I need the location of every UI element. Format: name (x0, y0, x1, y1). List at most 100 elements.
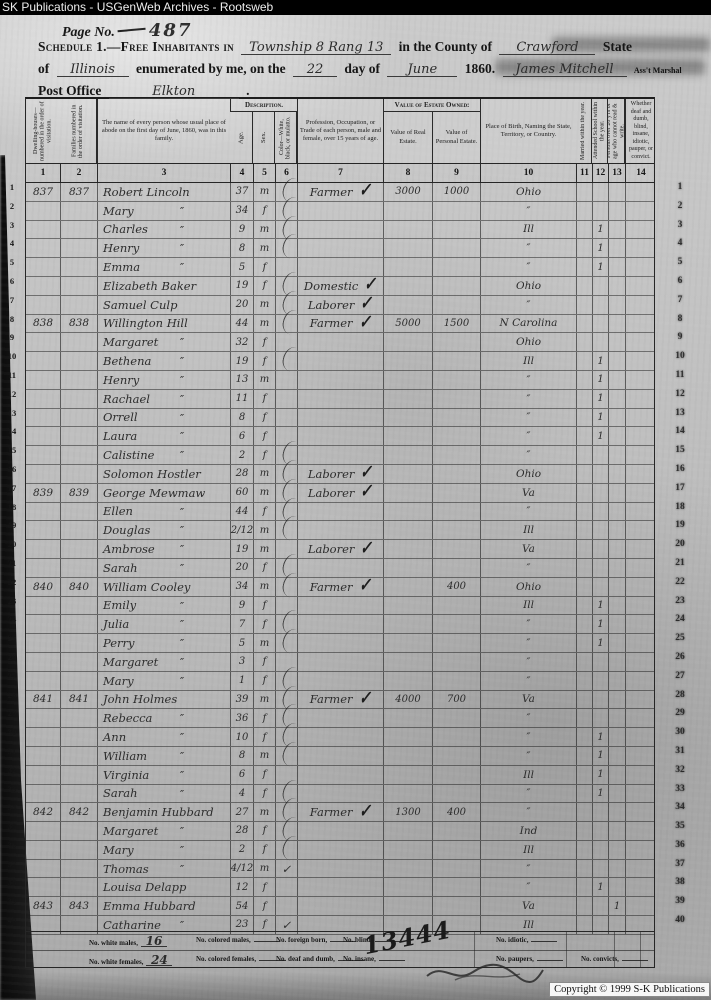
cell-color-mark (275, 822, 297, 840)
row-number: 35 (675, 821, 685, 832)
cell-person-name: George Mewmaw (97, 483, 230, 502)
cell-dwelling-number (26, 785, 60, 803)
cell-real-estate-value (383, 502, 432, 521)
col-num: 11 (576, 164, 592, 182)
cell-occupation (297, 333, 383, 352)
table-row: Calistine ″ 2 f ″ (26, 438, 654, 469)
cell-color-mark: ✓ (275, 916, 297, 934)
cell-birthplace: Va (480, 483, 576, 502)
cell-school-mark (592, 897, 608, 916)
cell-color-mark (275, 615, 297, 634)
cell-occupation (280, 438, 383, 469)
cell-family-number: 843 (60, 897, 97, 916)
cell-birthplace: ″ (480, 634, 576, 652)
cell-age: 23 (230, 916, 253, 934)
cell-real-estate-value (383, 897, 432, 916)
cell-occupation (280, 626, 383, 657)
cell-person-name: Margaret ″ (97, 652, 230, 671)
cell-personal-estate-value (432, 634, 480, 652)
cell-illiterate-mark (608, 521, 625, 540)
table-row: Orrell ″ 8 f ″ 1 (26, 408, 654, 428)
cell-dwelling-number (26, 615, 60, 633)
cell-person-name: Solomon Hostler (97, 464, 230, 483)
cell-remarks (625, 276, 656, 295)
cell-remarks (625, 201, 656, 220)
footer-divider (640, 932, 641, 967)
cell-married-mark (576, 521, 592, 540)
col-num: 12 (592, 164, 608, 182)
group-header-estate: Value of Estate Owned: (383, 99, 480, 112)
table-row: Margaret ″ 3 f ″ (26, 652, 654, 672)
state-entry: Illinois (56, 63, 129, 77)
cell-age: 34 (230, 201, 253, 220)
cell-person-name: Mary ″ (97, 201, 230, 220)
cell-occupation: Farmer ✓ (280, 175, 383, 206)
cell-occupation (280, 833, 383, 864)
cell-person-name: Julia ″ (97, 615, 230, 634)
cell-remarks (625, 333, 656, 352)
cell-personal-estate-value: 1500 (432, 314, 480, 333)
cell-age: 6 (230, 427, 253, 446)
cell-real-estate-value (383, 446, 432, 464)
row-number: 22 (7, 576, 17, 587)
cell-married-mark (576, 352, 592, 370)
cell-sex: f (253, 558, 275, 577)
cell-birthplace: ″ (480, 446, 576, 464)
cell-color-mark (275, 370, 297, 389)
marshal-title: Ass't Marshal (633, 66, 682, 75)
table-row: Solomon Hostler 28 m Laborer ✓ Ohio (26, 457, 654, 488)
col-header-name: The name of every person whose usual pla… (97, 99, 230, 163)
post-office-entry: Elkton (108, 85, 239, 99)
cell-family-number (60, 765, 97, 784)
cell-birthplace: ″ (480, 709, 576, 728)
row-number: 36 (7, 839, 17, 850)
of-label: of (38, 61, 50, 76)
cell-school-mark: 1 (592, 239, 608, 258)
cell-age: 39 (230, 690, 253, 709)
cell-color-mark (275, 389, 297, 408)
cell-dwelling-number: 843 (32, 900, 54, 913)
row-number: 29 (7, 708, 17, 719)
cell-real-estate-value (383, 615, 432, 634)
cell-birthplace: Ohio (480, 333, 576, 352)
row-number: 18 (7, 501, 17, 512)
cell-color-mark (275, 784, 297, 803)
cell-age: 60 (230, 483, 253, 502)
cell-remarks (625, 596, 656, 615)
table-row: Henry ″ 13 m ″ 1 (26, 370, 654, 390)
cell-age: 19 (230, 276, 253, 295)
col-num: 14 (625, 164, 656, 182)
cell-school-mark (592, 314, 608, 333)
row-number: 39 (675, 896, 685, 907)
cell-married-mark (576, 446, 592, 464)
cell-dwelling-number: 839 (32, 486, 54, 499)
cell-color-mark (275, 239, 297, 258)
cell-illiterate-mark (608, 652, 625, 671)
cell-dwelling-number (26, 672, 60, 690)
cell-real-estate-value (383, 596, 432, 615)
cell-sex: m (253, 483, 275, 502)
cell-remarks (625, 859, 656, 878)
table-row: Catharine ″ 23 f ✓ Ill (26, 916, 654, 935)
cell-married-mark (576, 239, 592, 258)
cell-married-mark (576, 314, 592, 333)
row-number: 2 (677, 200, 683, 211)
row-number: 30 (7, 727, 17, 738)
cell-family-number (60, 408, 97, 427)
footer-divider (474, 932, 475, 967)
row-number: 23 (675, 595, 685, 606)
scan-smudge (552, 37, 710, 52)
cell-married-mark (576, 183, 592, 201)
cell-personal-estate-value (432, 840, 480, 859)
cell-person-name: Benjamin Hubbard (97, 803, 230, 822)
cell-person-name: Margaret ″ (97, 822, 230, 840)
row-number: 9 (9, 332, 15, 343)
row-number: 7 (9, 294, 15, 305)
cell-color-mark (275, 446, 297, 464)
cell-family-number (60, 352, 97, 370)
cell-birthplace: ″ (480, 427, 576, 446)
table-row: Sarah ″ 4 f ″ 1 (26, 777, 654, 807)
cell-dwelling-number (26, 709, 60, 727)
cell-birthplace: Va (480, 897, 576, 916)
cell-personal-estate-value (432, 408, 480, 427)
